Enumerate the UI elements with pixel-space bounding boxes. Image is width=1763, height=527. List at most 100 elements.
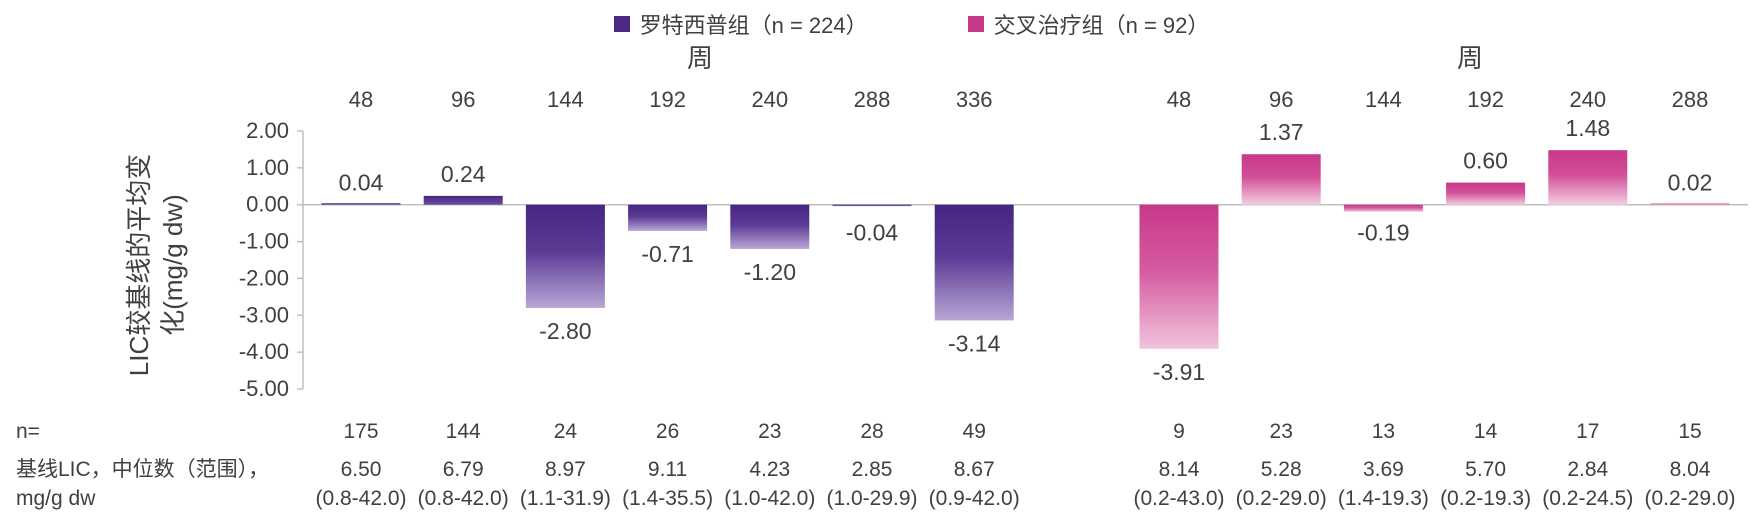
baseline-median-crossover: 5.28 bbox=[1261, 458, 1302, 481]
y-axis-title-line2: 化(mg/g dw) bbox=[158, 194, 188, 336]
y-tick-label: 1.00 bbox=[246, 155, 289, 180]
baseline-range-luspatercept: (1.4-35.5) bbox=[622, 487, 713, 510]
label-layer: 2.00 1.00 0.00 -1.00 -2.00 -3.00 -4.00 -5.00 LIC… bbox=[16, 43, 1736, 510]
bar-crossover-144 bbox=[1343, 204, 1423, 212]
data-label-luspatercept: -3.14 bbox=[948, 330, 1001, 356]
bar-crossover-240 bbox=[1548, 150, 1628, 205]
week-label-luspatercept: 192 bbox=[649, 87, 686, 112]
baseline-range-crossover: (0.2-24.5) bbox=[1542, 487, 1633, 510]
bar-crossover-288 bbox=[1650, 203, 1730, 205]
baseline-range-crossover: (0.2-19.3) bbox=[1440, 487, 1531, 510]
data-label-crossover: 1.48 bbox=[1565, 115, 1610, 141]
n-value-crossover: 23 bbox=[1270, 420, 1293, 443]
legend-label-crossover: 交叉治疗组（n = 92） bbox=[993, 13, 1210, 38]
week-label-luspatercept: 336 bbox=[956, 87, 993, 112]
data-label-crossover: -3.91 bbox=[1153, 359, 1205, 385]
baseline-range-crossover: (0.2-43.0) bbox=[1133, 487, 1224, 510]
bar-crossover-96 bbox=[1241, 154, 1321, 205]
n-value-crossover: 14 bbox=[1474, 420, 1498, 443]
week-label-crossover: 96 bbox=[1269, 87, 1293, 112]
baseline-range-crossover: (1.4-19.3) bbox=[1338, 487, 1429, 510]
week-label-luspatercept: 96 bbox=[451, 87, 475, 112]
baseline-median-luspatercept: 6.50 bbox=[341, 458, 382, 481]
n-value-crossover: 9 bbox=[1173, 420, 1185, 443]
baseline-range-crossover: (0.2-29.0) bbox=[1236, 487, 1327, 510]
n-value-crossover: 15 bbox=[1678, 420, 1701, 443]
y-tick-label: -2.00 bbox=[239, 265, 289, 290]
y-tick-label: -5.00 bbox=[239, 376, 289, 401]
n-value-luspatercept: 24 bbox=[554, 420, 578, 443]
bar-luspatercept-336 bbox=[934, 204, 1014, 321]
bar-luspatercept-144 bbox=[525, 204, 605, 308]
y-axis-title-line1: LIC较基线的平均变 bbox=[124, 154, 154, 376]
legend-swatch-luspatercept bbox=[613, 16, 630, 32]
baseline-range-luspatercept: (1.1-31.9) bbox=[520, 487, 611, 510]
row-label-baseline-line2: mg/g dw bbox=[16, 487, 96, 510]
baseline-median-luspatercept: 9.11 bbox=[648, 458, 687, 481]
y-axis-title: LIC较基线的平均变 化(mg/g dw) bbox=[124, 154, 188, 376]
baseline-range-luspatercept: (0.9-42.0) bbox=[929, 487, 1020, 510]
week-axis-title-crossover: 周 bbox=[1457, 43, 1483, 73]
legend-label-luspatercept: 罗特西普组（n = 224） bbox=[639, 13, 868, 38]
row-label-baseline-line1: 基线LIC，中位数（范围）， bbox=[16, 458, 269, 481]
baseline-median-luspatercept: 2.85 bbox=[852, 458, 893, 481]
week-label-crossover: 144 bbox=[1365, 87, 1402, 112]
baseline-median-crossover: 3.69 bbox=[1363, 458, 1404, 481]
n-value-crossover: 13 bbox=[1372, 420, 1395, 443]
n-value-luspatercept: 49 bbox=[963, 420, 986, 443]
bar-luspatercept-240 bbox=[730, 204, 810, 249]
week-label-luspatercept: 144 bbox=[547, 87, 584, 112]
baseline-median-luspatercept: 8.97 bbox=[545, 458, 586, 481]
bar-layer bbox=[321, 150, 1730, 349]
data-label-luspatercept: -0.04 bbox=[846, 220, 899, 246]
baseline-median-luspatercept: 4.23 bbox=[749, 458, 790, 481]
data-label-crossover: 0.60 bbox=[1463, 148, 1508, 174]
legend: 罗特西普组（n = 224） 交叉治疗组（n = 92） bbox=[0, 8, 1763, 40]
baseline-range-luspatercept: (0.8-42.0) bbox=[315, 487, 406, 510]
y-tick-label: -3.00 bbox=[239, 302, 289, 327]
baseline-range-luspatercept: (0.8-42.0) bbox=[418, 487, 509, 510]
legend-item-crossover: 交叉治疗组（n = 92） bbox=[967, 8, 1210, 40]
n-value-crossover: 17 bbox=[1576, 420, 1599, 443]
baseline-median-crossover: 5.70 bbox=[1465, 458, 1506, 481]
baseline-median-crossover: 8.14 bbox=[1159, 458, 1200, 481]
row-label-n: n= bbox=[16, 420, 40, 443]
y-tick-label: -1.00 bbox=[239, 229, 289, 254]
data-label-crossover: 1.37 bbox=[1259, 119, 1304, 145]
baseline-median-crossover: 8.04 bbox=[1670, 458, 1711, 481]
n-value-luspatercept: 175 bbox=[343, 420, 378, 443]
baseline-median-luspatercept: 8.67 bbox=[954, 458, 995, 481]
data-label-luspatercept: 0.24 bbox=[441, 161, 486, 187]
bar-crossover-48 bbox=[1139, 204, 1219, 349]
n-value-luspatercept: 144 bbox=[446, 420, 481, 443]
n-value-luspatercept: 26 bbox=[656, 420, 679, 443]
data-label-luspatercept: 0.04 bbox=[339, 170, 384, 196]
bar-luspatercept-288 bbox=[832, 204, 912, 207]
week-label-luspatercept: 288 bbox=[854, 87, 891, 112]
y-tick-label: 2.00 bbox=[246, 118, 289, 143]
baseline-range-crossover: (0.2-29.0) bbox=[1644, 487, 1735, 510]
bar-luspatercept-48 bbox=[321, 203, 401, 205]
data-label-crossover: 0.02 bbox=[1668, 170, 1713, 196]
bar-luspatercept-192 bbox=[628, 204, 708, 231]
week-label-crossover: 240 bbox=[1569, 87, 1606, 112]
bar-crossover-192 bbox=[1446, 182, 1526, 205]
legend-swatch-crossover bbox=[967, 16, 984, 32]
baseline-range-luspatercept: (1.0-29.9) bbox=[826, 487, 917, 510]
week-label-crossover: 48 bbox=[1167, 87, 1191, 112]
data-label-luspatercept: -0.71 bbox=[641, 241, 693, 267]
data-label-crossover: -0.19 bbox=[1357, 220, 1409, 246]
data-label-luspatercept: -1.20 bbox=[744, 259, 796, 285]
week-axis-title-luspatercept: 周 bbox=[687, 43, 713, 73]
week-label-crossover: 288 bbox=[1672, 87, 1709, 112]
data-label-luspatercept: -2.80 bbox=[539, 318, 591, 344]
n-value-luspatercept: 28 bbox=[860, 420, 883, 443]
week-label-luspatercept: 240 bbox=[751, 87, 788, 112]
baseline-median-luspatercept: 6.79 bbox=[443, 458, 484, 481]
baseline-median-crossover: 2.84 bbox=[1567, 458, 1608, 481]
week-label-crossover: 192 bbox=[1467, 87, 1504, 112]
n-value-luspatercept: 23 bbox=[758, 420, 781, 443]
y-tick-label: -4.00 bbox=[239, 339, 289, 364]
legend-item-luspatercept: 罗特西普组（n = 224） bbox=[613, 8, 868, 40]
